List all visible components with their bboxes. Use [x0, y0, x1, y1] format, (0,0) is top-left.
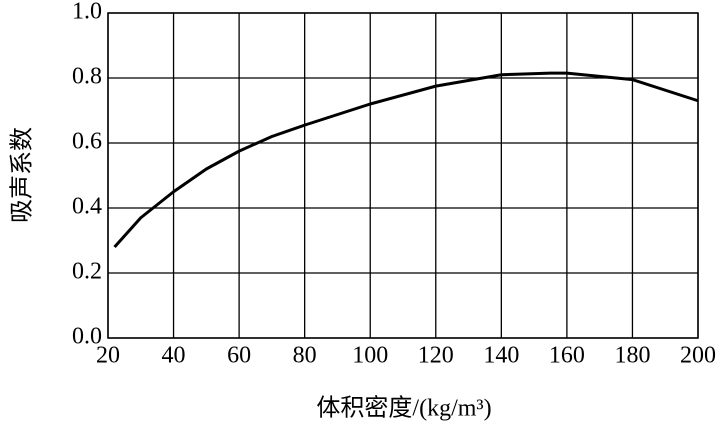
plot-frame [107, 12, 699, 339]
y-tick-label: 0.0 [72, 324, 102, 350]
x-tick-label: 180 [614, 343, 650, 369]
x-tick-label: 200 [680, 343, 716, 369]
y-tick-label: 0.2 [72, 259, 102, 285]
y-tick-label: 0.8 [72, 64, 102, 90]
y-tick-label: 0.6 [72, 129, 102, 155]
y-axis-title: 吸声系数 [9, 127, 36, 223]
x-tick-label: 80 [293, 343, 317, 369]
x-tick-label: 120 [418, 343, 454, 369]
line-series [113, 71, 699, 249]
x-tick-label: 60 [227, 343, 251, 369]
x-tick-label: 20 [96, 343, 120, 369]
x-tick-label: 160 [549, 343, 585, 369]
y-tick-label: 0.4 [72, 194, 102, 220]
y-tick-label: 1.0 [72, 0, 102, 25]
x-axis-title: 体积密度/(kg/m³) [316, 395, 491, 422]
x-tick-label: 100 [352, 343, 388, 369]
x-tick-label: 40 [162, 343, 186, 369]
x-tick-label: 140 [483, 343, 519, 369]
